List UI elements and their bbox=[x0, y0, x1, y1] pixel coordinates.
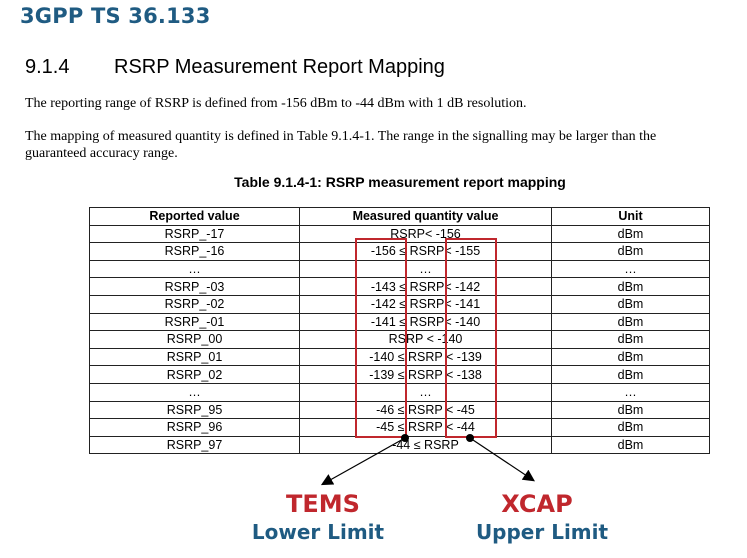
reported-value-cell: RSRP_-16 bbox=[89, 242, 300, 261]
paragraph-mapping-line2: guaranteed accuracy range. bbox=[25, 146, 178, 161]
measured-quantity-cell: RSRP < -140 bbox=[299, 330, 552, 349]
reported-value-cell: RSRP_-17 bbox=[89, 224, 300, 244]
tems-label: TEMS bbox=[286, 490, 360, 518]
lower-limit-highlight bbox=[355, 238, 407, 438]
table-row: RSRP_-17 RSRP< -156 dBm bbox=[89, 224, 710, 244]
paragraph-mapping-line1: The mapping of measured quantity is defi… bbox=[25, 129, 657, 144]
upper-limit-arrow bbox=[469, 437, 535, 482]
table-row: RSRP_-02 -142 ≤ RSRP< -141 dBm bbox=[89, 294, 710, 314]
xcap-label: XCAP bbox=[501, 490, 573, 518]
section-number: 9.1.4 bbox=[25, 56, 70, 78]
unit-cell: dBm bbox=[551, 400, 710, 420]
measured-quantity-cell: -44 ≤ RSRP bbox=[299, 435, 552, 455]
reported-value-cell: RSRP_-03 bbox=[89, 277, 300, 296]
paragraph-range: The reporting range of RSRP is defined f… bbox=[25, 96, 527, 111]
lower-limit-arrow bbox=[320, 437, 406, 486]
reported-value-cell: RSRP_97 bbox=[89, 435, 300, 455]
section-title: RSRP Measurement Report Mapping bbox=[114, 56, 445, 78]
table-row: RSRP_-16 -156 ≤ RSRP< -155 dBm bbox=[89, 242, 710, 261]
table-caption-text: Table 9.1.4-1: RSRP measurement report m… bbox=[234, 174, 566, 190]
measured-quantity-cell: -139 ≤ RSRP < -138 bbox=[299, 365, 552, 384]
table-row: RSRP_-01 -141 ≤ RSRP< -140 dBm bbox=[89, 312, 710, 332]
measured-quantity-cell: -142 ≤ RSRP< -141 bbox=[299, 294, 552, 314]
lower-limit-label: Lower Limit bbox=[251, 520, 385, 544]
header-measured-quantity: Measured quantity value bbox=[299, 207, 552, 226]
unit-cell: dBm bbox=[551, 435, 710, 455]
table-row: RSRP_97 -44 ≤ RSRP dBm bbox=[89, 435, 710, 455]
table-caption: Table 9.1.4-1: RSRP measurement report m… bbox=[0, 174, 747, 190]
table-row: RSRP_00 RSRP < -140 dBm bbox=[89, 330, 710, 349]
table-row: RSRP_95 -46 ≤ RSRP < -45 dBm bbox=[89, 400, 710, 420]
reported-value-cell: RSRP_02 bbox=[89, 365, 300, 384]
upper-limit-label: Upper Limit bbox=[475, 520, 609, 544]
header-title: 3GPP TS 36.133 bbox=[20, 4, 211, 28]
unit-cell: dBm bbox=[551, 347, 710, 367]
table-row: RSRP_02 -139 ≤ RSRP < -138 dBm bbox=[89, 365, 710, 384]
measured-quantity-cell: -140 ≤ RSRP < -139 bbox=[299, 347, 552, 367]
unit-cell: dBm bbox=[551, 365, 710, 384]
rsrp-mapping-table: Reported value Measured quantity value U… bbox=[89, 207, 710, 455]
table-row: RSRP_01 -140 ≤ RSRP < -139 dBm bbox=[89, 347, 710, 367]
